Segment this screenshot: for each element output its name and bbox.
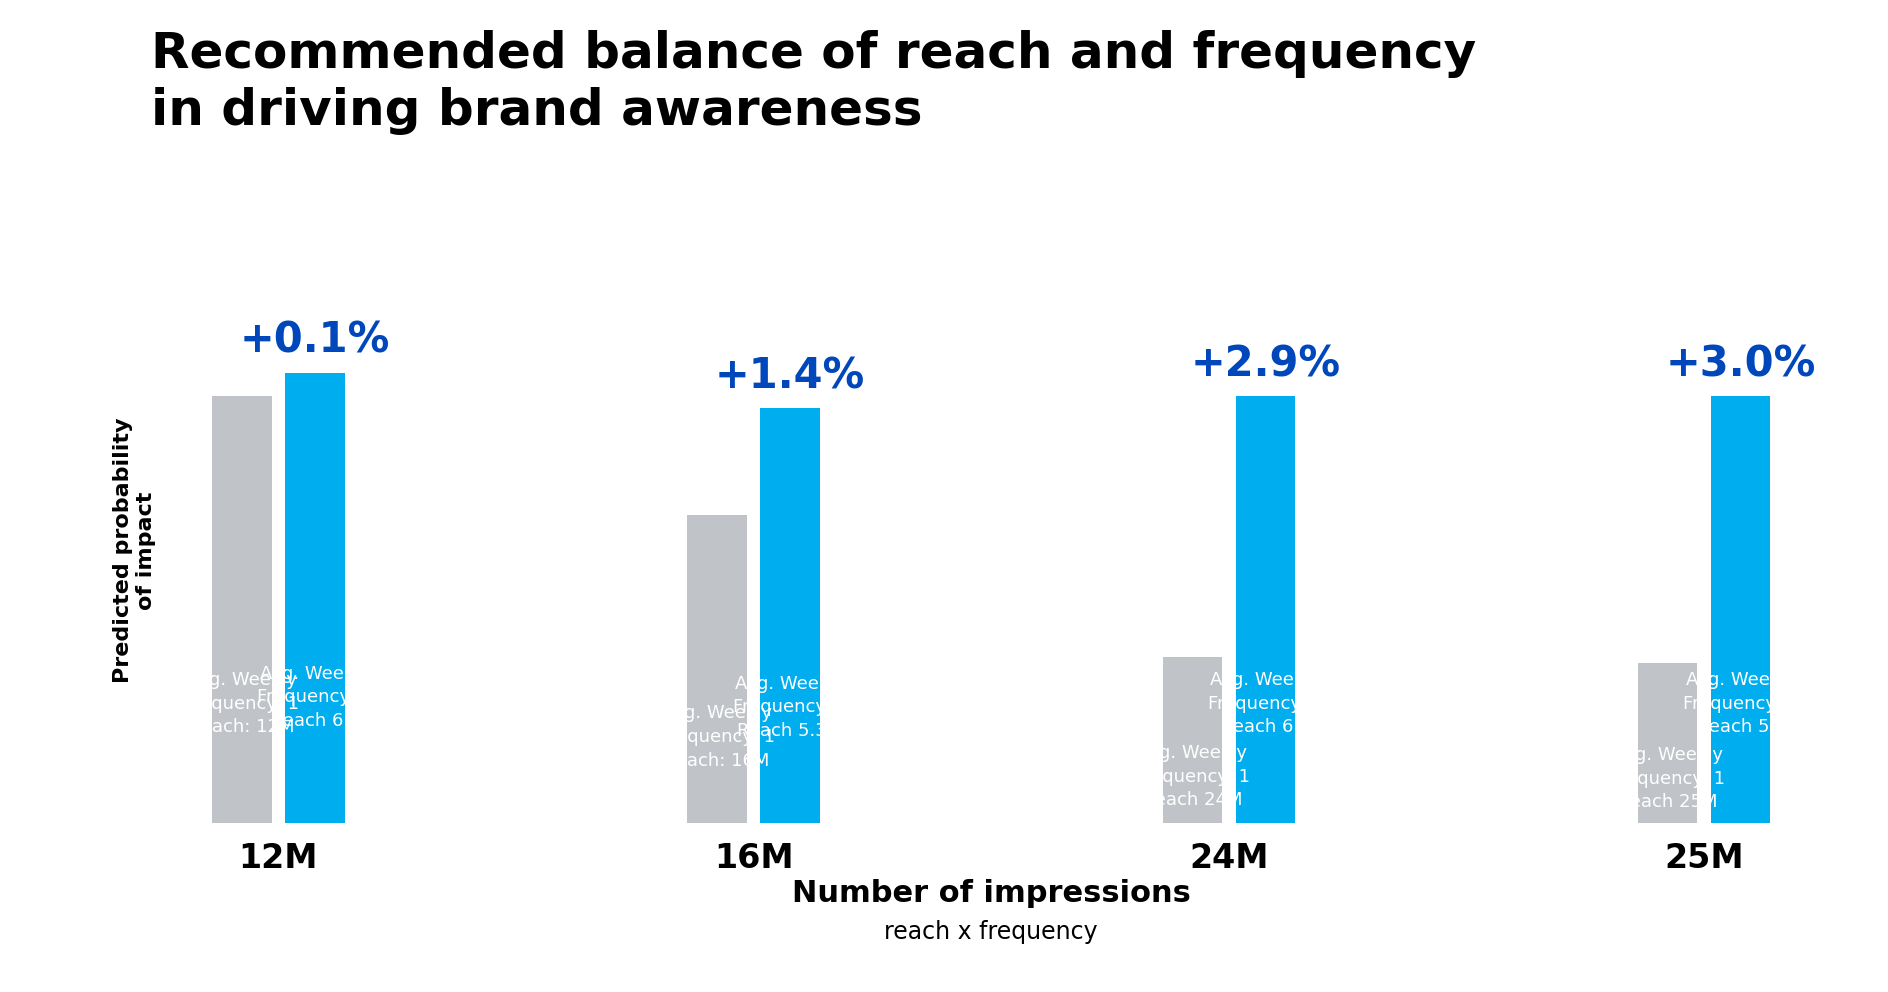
- Text: Avg. Weekly
Frequency: 3
Reach 5.3M: Avg. Weekly Frequency: 3 Reach 5.3M: [733, 675, 848, 740]
- Text: Avg. Weekly
Frequency: 1
Reach: 12M: Avg. Weekly Frequency: 1 Reach: 12M: [185, 672, 300, 736]
- Text: Avg. Weekly
Frequency: 1
Reach 24M: Avg. Weekly Frequency: 1 Reach 24M: [1135, 744, 1250, 809]
- Y-axis label: Predicted probability
of impact: Predicted probability of impact: [113, 418, 157, 683]
- Text: Number of impressions: Number of impressions: [791, 879, 1191, 908]
- Bar: [687, 515, 748, 823]
- Bar: [211, 397, 272, 823]
- Text: Avg. Weekly
Frequency: 2
Reach 6M: Avg. Weekly Frequency: 2 Reach 6M: [257, 665, 372, 730]
- Bar: [285, 373, 344, 823]
- Text: reach x frequency: reach x frequency: [884, 921, 1099, 944]
- Bar: [1163, 658, 1222, 823]
- Text: Avg. Weekly
Frequency: 1
Reach: 16M: Avg. Weekly Frequency: 1 Reach: 16M: [659, 704, 774, 770]
- Text: Avg. Weekly
Frequency: 1
Reach 25M: Avg. Weekly Frequency: 1 Reach 25M: [1610, 746, 1726, 811]
- Text: +0.1%: +0.1%: [240, 320, 391, 362]
- Text: Avg. Weekly
Frequency: 5
Reach 5M: Avg. Weekly Frequency: 5 Reach 5M: [1682, 672, 1797, 736]
- Text: +2.9%: +2.9%: [1189, 343, 1340, 386]
- Text: +1.4%: +1.4%: [716, 355, 865, 398]
- Bar: [761, 409, 819, 823]
- Bar: [1639, 664, 1697, 823]
- Bar: [1711, 397, 1771, 823]
- Text: Avg. Weekly
Frequency: 4
Reach 6M: Avg. Weekly Frequency: 4 Reach 6M: [1208, 672, 1323, 736]
- Text: +3.0%: +3.0%: [1665, 343, 1816, 386]
- Text: Recommended balance of reach and frequency
in driving brand awareness: Recommended balance of reach and frequen…: [151, 30, 1476, 135]
- Bar: [1235, 397, 1295, 823]
